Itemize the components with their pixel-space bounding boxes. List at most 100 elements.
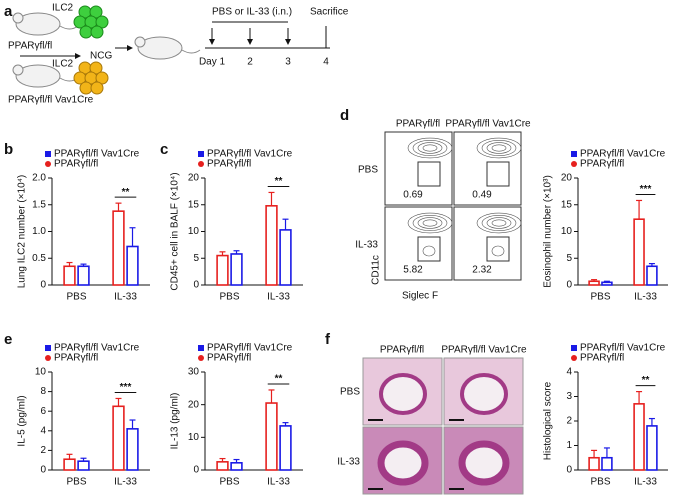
y-tick-label: 2 bbox=[566, 416, 572, 427]
legend-label: PPARγfl/fl bbox=[580, 353, 624, 364]
column-label: PPARγfl/fl bbox=[396, 119, 440, 130]
schematic-label: ILC2 bbox=[52, 3, 74, 14]
contour bbox=[417, 142, 443, 154]
bar bbox=[279, 229, 292, 286]
legend-marker bbox=[198, 355, 204, 361]
legend-label: PPARγfl/fl bbox=[207, 353, 251, 364]
legend-marker bbox=[45, 161, 51, 167]
contour bbox=[417, 217, 443, 229]
panel-label: c bbox=[160, 141, 168, 158]
x-tick-label: PBS bbox=[66, 292, 86, 303]
histology-images bbox=[362, 357, 524, 495]
y-tick-label: 5 bbox=[193, 253, 199, 264]
y-tick-label: 10 bbox=[35, 367, 47, 378]
panel-label: b bbox=[4, 141, 13, 158]
cell-cluster bbox=[73, 61, 109, 95]
legend-marker bbox=[198, 151, 204, 157]
cell-cluster bbox=[73, 5, 109, 39]
y-tick-label: 10 bbox=[188, 432, 200, 443]
bar bbox=[112, 405, 125, 471]
legend-marker bbox=[198, 161, 204, 167]
panel-label: f bbox=[325, 331, 331, 348]
y-tick-label: 20 bbox=[188, 173, 200, 184]
legend-label: PPARγfl/fl Vav1Cre bbox=[54, 343, 140, 354]
x-tick-label: PBS bbox=[219, 477, 239, 488]
y-tick-label: 0 bbox=[193, 465, 199, 476]
contour bbox=[481, 140, 517, 156]
legend-label: PPARγfl/fl Vav1Cre bbox=[580, 343, 666, 354]
y-tick-label: 4 bbox=[40, 425, 46, 436]
bar bbox=[126, 245, 139, 286]
column-label: PPARγfl/fl bbox=[380, 345, 424, 356]
y-tick-label: 20 bbox=[561, 173, 573, 184]
significance: ** bbox=[642, 375, 650, 386]
bar bbox=[646, 265, 658, 286]
y-tick-label: 2.0 bbox=[32, 173, 46, 184]
y-axis-label: Lung ILC2 number (×10⁴) bbox=[17, 175, 28, 289]
bar bbox=[216, 254, 229, 286]
row-label: PBS bbox=[340, 387, 360, 398]
y-tick-label: 0 bbox=[40, 465, 46, 476]
y-tick-label: 1.5 bbox=[32, 199, 46, 210]
x-tick-label: PBS bbox=[590, 292, 610, 303]
bar bbox=[230, 462, 243, 471]
x-tick-label: PBS bbox=[66, 477, 86, 488]
contour bbox=[407, 212, 453, 234]
y-tick-label: 5 bbox=[566, 253, 572, 264]
panel-label: d bbox=[340, 107, 349, 124]
contour bbox=[486, 217, 512, 229]
bar bbox=[63, 458, 76, 471]
legend-marker bbox=[571, 151, 577, 157]
y-tick-label: 4 bbox=[566, 367, 572, 378]
row-label: IL-33 bbox=[337, 457, 360, 468]
x-tick-label: PBS bbox=[590, 477, 610, 488]
legend-marker bbox=[571, 355, 577, 361]
day-label: Day 1 bbox=[199, 57, 226, 68]
contour bbox=[422, 245, 436, 257]
gate-value: 5.82 bbox=[403, 265, 423, 276]
day-label: 3 bbox=[285, 57, 291, 68]
gate-value: 0.69 bbox=[403, 190, 423, 201]
y-tick-label: 8 bbox=[40, 386, 46, 397]
legend-marker bbox=[571, 345, 577, 351]
y-tick-label: 2 bbox=[40, 445, 46, 456]
contour bbox=[422, 144, 438, 152]
bar bbox=[265, 205, 278, 286]
airway bbox=[458, 440, 510, 486]
y-tick-label: 15 bbox=[188, 199, 200, 210]
bar bbox=[230, 253, 243, 286]
flow-plots: 0.69 0.49 5.82 2.32 bbox=[384, 131, 522, 281]
contour bbox=[491, 245, 505, 257]
y-tick-label: 1 bbox=[566, 440, 572, 451]
y-tick-label: 30 bbox=[188, 367, 200, 378]
bar bbox=[601, 281, 613, 286]
schematic-label: NCG bbox=[90, 51, 112, 62]
y-axis-label: IL-13 (pg/ml) bbox=[170, 393, 181, 450]
y-tick-label: 0.5 bbox=[32, 253, 46, 264]
bar bbox=[77, 460, 90, 471]
gate-value: 0.49 bbox=[472, 190, 492, 201]
airway bbox=[377, 440, 429, 486]
bar bbox=[646, 425, 658, 471]
bar bbox=[633, 218, 645, 286]
bar bbox=[77, 265, 90, 286]
contour bbox=[476, 137, 522, 159]
contour bbox=[476, 212, 522, 234]
legend-label: PPARγfl/fl Vav1Cre bbox=[54, 149, 140, 160]
bar bbox=[126, 428, 139, 471]
bar bbox=[63, 265, 76, 286]
x-tick-label: IL-33 bbox=[634, 292, 657, 303]
schematic-label: PPARγfl/fl Vav1Cre bbox=[8, 95, 94, 106]
legend-label: PPARγfl/fl bbox=[207, 159, 251, 170]
gate bbox=[417, 236, 441, 262]
contour bbox=[491, 144, 507, 152]
x-tick-label: IL-33 bbox=[267, 292, 290, 303]
bar bbox=[601, 456, 613, 471]
row-label: IL-33 bbox=[355, 240, 378, 251]
legend-marker bbox=[45, 151, 51, 157]
x-tick-label: IL-33 bbox=[634, 477, 657, 488]
significance: ** bbox=[275, 176, 283, 187]
gate bbox=[417, 161, 441, 187]
legend-label: PPARγfl/fl bbox=[580, 159, 624, 170]
